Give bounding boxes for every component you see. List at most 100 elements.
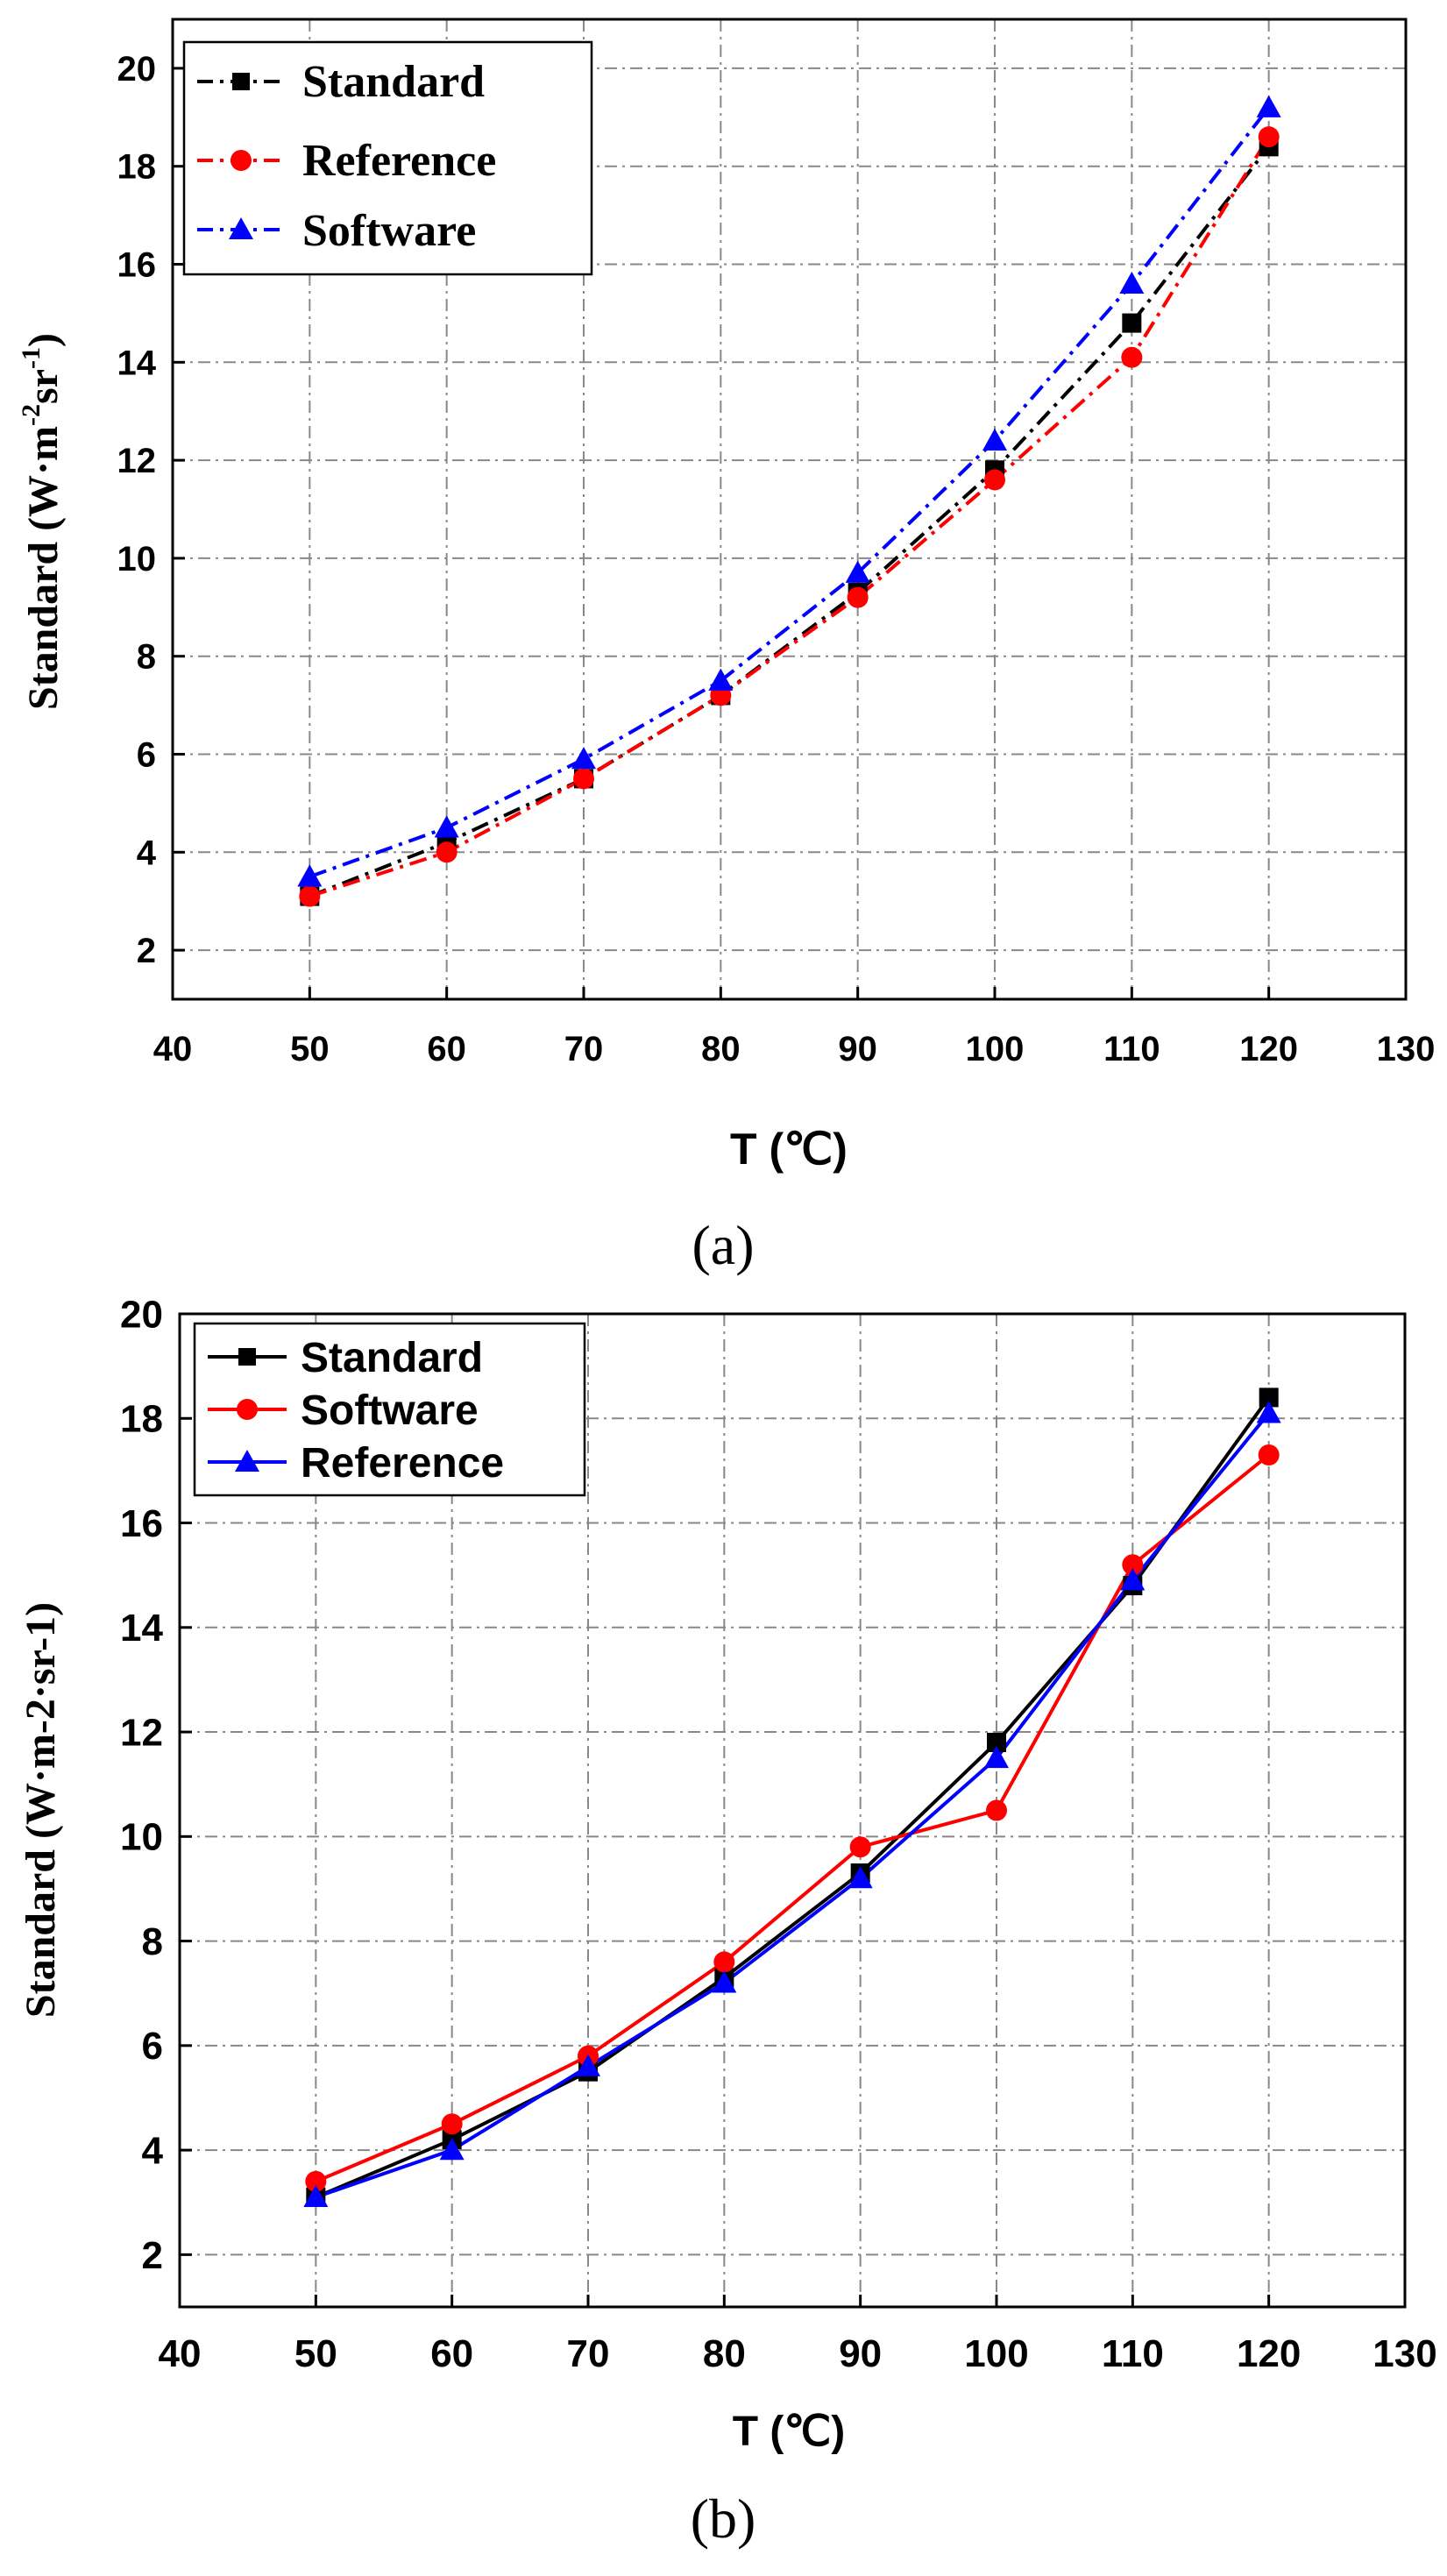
y-tick-label-a-2: 6 <box>137 736 156 775</box>
legend-a-label-0: Standard <box>302 57 485 107</box>
legend-b-marker-2 <box>235 1450 259 1472</box>
ticks-b: 40 50 60 70 80 90 100 110 120 130 2 4 6 8 10 12 14 16 18 20 <box>120 1293 1437 2375</box>
series-markers-a <box>297 95 1281 907</box>
legend-b-label-2: Reference <box>301 1440 504 1487</box>
y-tick-label-b-2: 6 <box>142 2025 163 2068</box>
y-tick-label-b-4: 10 <box>120 1816 163 1859</box>
y-axis-label-a-mid: sr <box>20 369 67 404</box>
y-tick-label-a-1: 4 <box>137 834 157 872</box>
point-b-software-1 <box>441 2113 463 2135</box>
x-tick-label-b-2: 60 <box>430 2332 473 2375</box>
point-b-software-5 <box>986 1799 1007 1821</box>
x-tick-label-b-0: 40 <box>159 2332 202 2375</box>
legend-a-marker-2 <box>229 217 253 239</box>
legend-a: Standard Reference Software <box>182 40 593 276</box>
point-a-software-2 <box>571 747 596 770</box>
point-b-reference-0 <box>303 2184 329 2207</box>
point-b-reference-7 <box>1256 1401 1281 1423</box>
x-tick-label-b-3: 70 <box>567 2332 610 2375</box>
y-tick-label-b-8: 18 <box>120 1398 163 1441</box>
point-a-software-5 <box>982 428 1007 451</box>
point-a-software-6 <box>1119 271 1145 295</box>
plot-frame-b <box>178 1312 1407 2309</box>
point-b-software-3 <box>713 1951 735 1973</box>
point-a-reference-6 <box>1121 346 1143 368</box>
legend-b: Standard Software Reference <box>193 1322 586 1497</box>
x-tick-label-b-7: 110 <box>1102 2332 1164 2375</box>
point-b-reference-3 <box>712 1970 737 1993</box>
point-a-standard-6 <box>1122 313 1142 333</box>
y-tick-label-a-6: 14 <box>117 344 157 382</box>
x-axis-label-b: T (℃) <box>733 2409 846 2455</box>
grid-a <box>173 19 1406 999</box>
plot-frame-a <box>171 18 1408 1001</box>
legend-box-a <box>182 40 593 276</box>
x-tick-label-b-1: 50 <box>294 2332 337 2375</box>
y-tick-label-a-9: 20 <box>117 50 157 89</box>
x-tick-label-a-4: 80 <box>701 1030 741 1068</box>
point-a-software-3 <box>708 668 734 691</box>
x-tick-label-a-9: 130 <box>1377 1030 1436 1068</box>
point-a-reference-7 <box>1258 126 1280 148</box>
y-tick-label-a-7: 16 <box>117 246 157 285</box>
legend-b-label-1: Software <box>301 1387 479 1434</box>
point-a-reference-1 <box>436 841 458 863</box>
y-tick-label-b-3: 8 <box>142 1920 163 1963</box>
x-tick-label-a-2: 60 <box>427 1030 466 1068</box>
legend-a-label-1: Reference <box>302 136 496 186</box>
point-a-reference-0 <box>299 885 321 907</box>
point-b-reference-4 <box>848 1866 873 1889</box>
series-lines-a <box>309 106 1271 898</box>
y-tick-label-b-7: 16 <box>120 1502 163 1545</box>
y-axis-label-a: Standard (W·m-2sr-1) <box>17 333 67 710</box>
y-tick-label-a-4: 10 <box>117 540 157 578</box>
point-b-software-6 <box>1122 1554 1144 1576</box>
x-tick-label-b-5: 90 <box>839 2332 882 2375</box>
series-line-a-reference <box>309 136 1271 898</box>
point-b-software-7 <box>1258 1444 1280 1466</box>
x-tick-label-b-6: 100 <box>964 2332 1028 2375</box>
ticks-a: 40 50 60 70 80 90 100 110 120 130 2 4 6 8 10 12 14 16 18 20 <box>117 50 1436 1068</box>
legend-b-label-0: Standard <box>301 1335 483 1381</box>
series-lines-b <box>315 1396 1271 2199</box>
y-axis-label-a-main: Standard (W·m <box>20 426 67 710</box>
x-axis-label-a: T (℃) <box>730 1125 848 1174</box>
x-tick-label-a-6: 100 <box>966 1030 1025 1068</box>
panel-label-b: (b) <box>691 2487 756 2550</box>
x-tick-label-b-8: 120 <box>1237 2332 1301 2375</box>
point-b-reference-6 <box>1120 1568 1146 1591</box>
point-a-reference-4 <box>847 586 869 608</box>
point-b-standard-5 <box>987 1732 1006 1752</box>
y-axis-label-a-end: ) <box>20 333 67 347</box>
x-tick-label-a-1: 50 <box>290 1030 330 1068</box>
panel-label-a: (a) <box>692 1214 754 1276</box>
y-tick-label-a-5: 12 <box>117 442 157 480</box>
legend-b-marker-1 <box>237 1399 258 1420</box>
y-axis-label-a-sup1: -2 <box>17 404 46 426</box>
chart-a: 40 50 60 70 80 90 100 110 120 130 2 4 6 8 10 12 14 16 18 20… <box>17 18 1436 1276</box>
y-tick-label-a-8: 18 <box>117 148 157 187</box>
y-tick-label-b-5: 12 <box>120 1711 163 1754</box>
legend-a-marker-0 <box>232 73 250 90</box>
grid-b <box>180 1314 1405 2307</box>
series-markers-b <box>303 1387 1281 2207</box>
x-tick-label-a-7: 110 <box>1103 1030 1160 1068</box>
series-line-b-standard <box>315 1396 1271 2199</box>
x-tick-label-a-0: 40 <box>153 1030 193 1068</box>
point-b-reference-1 <box>439 2138 465 2161</box>
point-b-software-4 <box>849 1836 871 1858</box>
legend-a-marker-1 <box>231 150 252 171</box>
x-tick-label-a-3: 70 <box>564 1030 604 1068</box>
point-b-software-0 <box>305 2170 327 2192</box>
point-b-reference-2 <box>576 2054 600 2076</box>
series-line-a-software <box>309 106 1271 879</box>
y-axis-label-a-sup2: -1 <box>17 347 46 369</box>
point-b-reference-5 <box>984 1745 1009 1769</box>
chart-b: 40 50 60 70 80 90 100 110 120 130 2 4 6 8 10 12 14 16 18 20… <box>18 1293 1437 2550</box>
point-b-standard-7 <box>1259 1387 1279 1408</box>
point-a-software-0 <box>297 864 323 887</box>
point-a-software-4 <box>845 560 870 583</box>
legend-a-label-2: Software <box>302 206 476 256</box>
point-a-software-7 <box>1256 95 1281 117</box>
y-tick-label-b-1: 4 <box>142 2130 164 2173</box>
